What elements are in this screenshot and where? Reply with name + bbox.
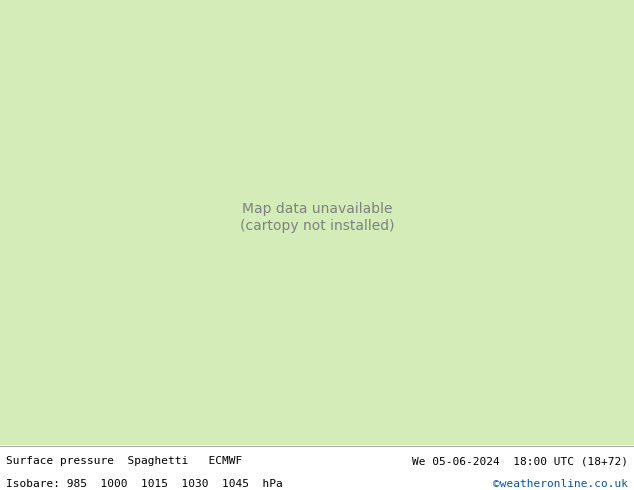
Text: ©weatheronline.co.uk: ©weatheronline.co.uk [493, 479, 628, 489]
Text: Map data unavailable
(cartopy not installed): Map data unavailable (cartopy not instal… [240, 202, 394, 233]
Text: Isobare: 985  1000  1015  1030  1045  hPa: Isobare: 985 1000 1015 1030 1045 hPa [6, 479, 283, 489]
Text: We 05-06-2024  18:00 UTC (18+72): We 05-06-2024 18:00 UTC (18+72) [411, 456, 628, 466]
Text: Surface pressure  Spaghetti   ECMWF: Surface pressure Spaghetti ECMWF [6, 456, 243, 466]
